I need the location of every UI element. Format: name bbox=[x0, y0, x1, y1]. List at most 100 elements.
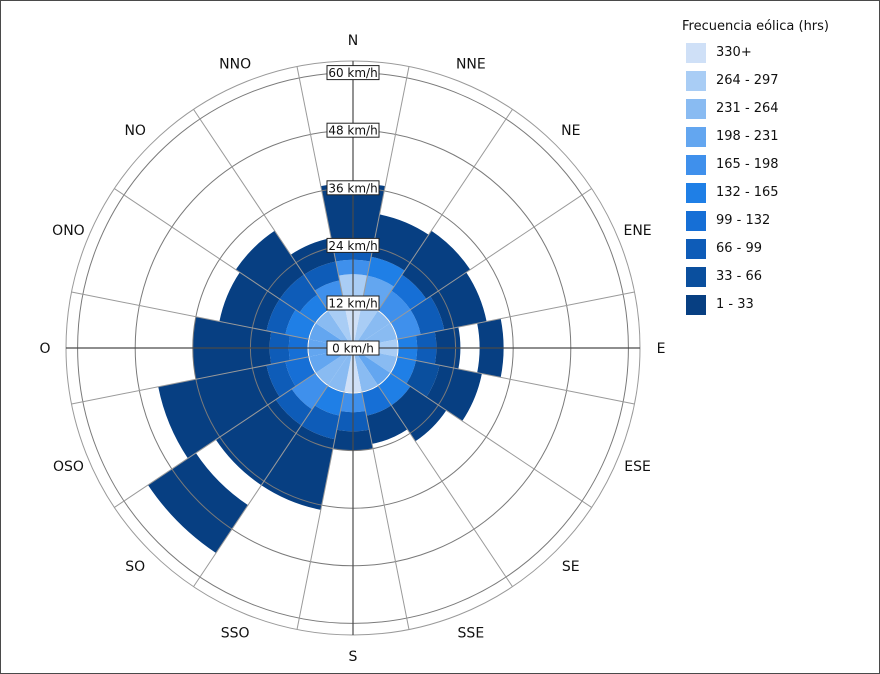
legend-swatch bbox=[686, 71, 706, 91]
direction-label-oso: OSO bbox=[53, 459, 84, 475]
wedge-so bbox=[147, 453, 248, 554]
direction-label-no: NO bbox=[124, 123, 146, 139]
wedge-sse bbox=[366, 405, 408, 444]
legend-swatch bbox=[686, 43, 706, 63]
speed-label-box bbox=[326, 180, 380, 196]
legend-label: 165 - 198 bbox=[716, 157, 779, 172]
sector-boundary bbox=[296, 66, 345, 304]
direction-label-e: E bbox=[657, 341, 666, 357]
legend-label: 99 - 132 bbox=[716, 213, 771, 228]
speed-label: 36 km/h bbox=[328, 181, 377, 195]
legend-item: 33 - 66 bbox=[682, 263, 878, 291]
wedge-so bbox=[315, 348, 353, 386]
wedge-sse bbox=[353, 348, 379, 393]
sector-boundary bbox=[390, 372, 592, 508]
speed-label: 60 km/h bbox=[328, 66, 377, 80]
wedge-nno bbox=[327, 303, 353, 348]
speed-label: 24 km/h bbox=[328, 239, 377, 253]
legend-item: 1 - 33 bbox=[682, 291, 878, 319]
direction-label-nno: NNO bbox=[219, 56, 251, 72]
wedge-sse bbox=[361, 385, 392, 416]
speed-label-box bbox=[326, 237, 380, 253]
legend-swatch bbox=[686, 99, 706, 119]
sector-boundary bbox=[377, 109, 513, 311]
direction-label-o: O bbox=[39, 341, 50, 357]
direction-label-n: N bbox=[348, 33, 358, 49]
wedge-oso bbox=[266, 361, 296, 398]
wedge-se bbox=[391, 386, 447, 442]
sector-boundary bbox=[397, 291, 635, 340]
wedge-se bbox=[353, 348, 391, 386]
direction-label-ene: ENE bbox=[623, 223, 651, 239]
legend-item: 330+ bbox=[682, 39, 878, 67]
wedge-ne bbox=[402, 230, 471, 299]
direction-label-ese: ESE bbox=[624, 459, 651, 475]
sector-boundary bbox=[296, 392, 345, 630]
direction-label-ne: NE bbox=[561, 123, 580, 139]
legend-item: 132 - 165 bbox=[682, 179, 878, 207]
wedge-ene bbox=[410, 296, 445, 335]
legend-items: 330+ 264 - 297 231 - 264 198 - 231 165 - 198… bbox=[682, 39, 878, 319]
legend-swatch bbox=[686, 211, 706, 231]
legend-label: 330+ bbox=[716, 45, 752, 60]
speed-label: 48 km/h bbox=[328, 124, 377, 138]
wedge-sso bbox=[261, 425, 335, 510]
sector-boundary bbox=[193, 385, 329, 587]
legend-item: 264 - 297 bbox=[682, 67, 878, 95]
legend-label: 264 - 297 bbox=[716, 73, 779, 88]
sector-boundary bbox=[361, 66, 410, 304]
legend-item: 66 - 99 bbox=[682, 235, 878, 263]
wedge-ono bbox=[285, 309, 316, 340]
legend-label: 231 - 264 bbox=[716, 101, 779, 116]
speed-label: 12 km/h bbox=[328, 297, 377, 311]
sector-boundary bbox=[377, 385, 513, 587]
direction-label-nne: NNE bbox=[456, 56, 486, 72]
wedge-ene bbox=[430, 272, 487, 330]
wedge-ese bbox=[426, 365, 482, 422]
wedge-sso bbox=[301, 405, 340, 440]
legend-swatch bbox=[686, 267, 706, 287]
sector-boundary bbox=[114, 372, 316, 508]
direction-label-so: SO bbox=[125, 559, 145, 575]
legend-title: Frecuencia eólica (hrs) bbox=[682, 19, 829, 34]
wedge-so bbox=[215, 399, 302, 486]
sector-boundary bbox=[397, 356, 635, 405]
direction-label-ono: ONO bbox=[52, 223, 85, 239]
legend-swatch bbox=[686, 295, 706, 315]
wedge-oso bbox=[158, 365, 280, 459]
legend: Frecuencia eólica (hrs) 330+ 264 - 297 231… bbox=[682, 19, 878, 319]
sector-boundary bbox=[71, 356, 309, 405]
direction-label-sse: SSE bbox=[458, 626, 485, 642]
legend-swatch bbox=[686, 239, 706, 259]
sector-boundary bbox=[114, 188, 316, 324]
wedge-so bbox=[291, 373, 328, 410]
wedge-nno bbox=[290, 237, 336, 275]
wedge-ne bbox=[391, 274, 427, 310]
wedge-so bbox=[275, 389, 312, 426]
wedge-nne bbox=[371, 214, 429, 271]
direction-label-s: S bbox=[349, 649, 358, 665]
legend-label: 66 - 99 bbox=[716, 241, 763, 256]
speed-label-box bbox=[326, 65, 380, 81]
sector-boundary bbox=[71, 291, 309, 340]
legend-item: 198 - 231 bbox=[682, 123, 878, 151]
wedge-ese bbox=[406, 360, 440, 398]
legend-swatch bbox=[686, 127, 706, 147]
speed-label-box bbox=[326, 122, 380, 138]
speed-label-box bbox=[326, 295, 380, 311]
wedge-no bbox=[279, 274, 318, 313]
wedge-nno bbox=[303, 261, 340, 291]
wedge-oso bbox=[285, 356, 316, 387]
wedge-ono bbox=[266, 298, 296, 335]
legend-item: 99 - 132 bbox=[682, 207, 878, 235]
legend-label: 33 - 66 bbox=[716, 269, 763, 284]
direction-label-se: SE bbox=[562, 559, 580, 575]
legend-swatch bbox=[686, 155, 706, 175]
sector-boundary bbox=[390, 188, 592, 324]
speed-label-box bbox=[326, 340, 380, 356]
legend-label: 1 - 33 bbox=[716, 297, 754, 312]
wedge-sso bbox=[327, 348, 353, 393]
sector-boundary bbox=[193, 109, 329, 311]
